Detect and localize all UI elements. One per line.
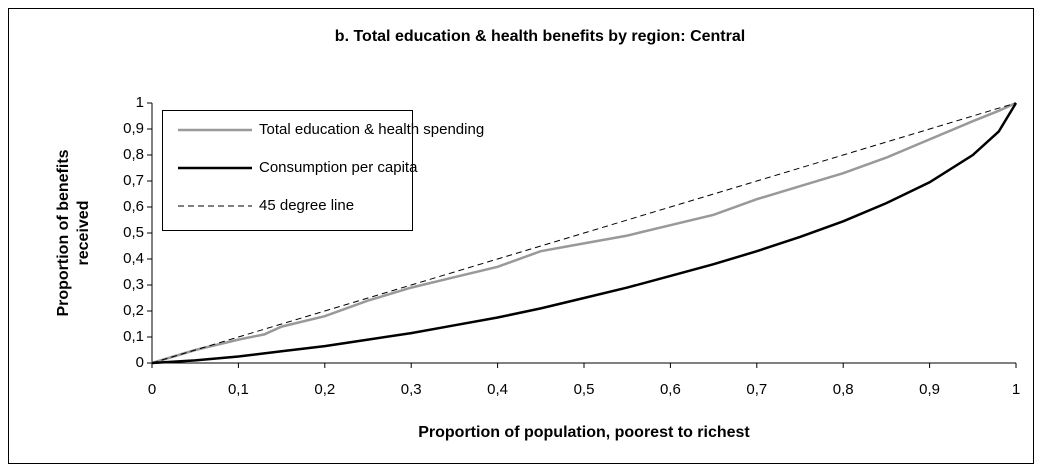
x-tick-label: 0 bbox=[148, 381, 156, 398]
y-axis-label: received bbox=[75, 201, 92, 266]
x-tick-label: 0,8 bbox=[833, 381, 854, 398]
y-axis-label: Proportion of benefits bbox=[55, 149, 72, 316]
x-axis-label: Proportion of population, poorest to ric… bbox=[418, 424, 750, 441]
series-line bbox=[151, 101, 1017, 365]
y-tick-label: 0,9 bbox=[123, 120, 144, 137]
x-tick-label: 0,3 bbox=[401, 381, 422, 398]
legend-label: Consumption per capita bbox=[259, 159, 418, 176]
y-tick-label: 0,8 bbox=[123, 146, 144, 163]
x-tick-label: 0,6 bbox=[660, 381, 681, 398]
x-tick-label: 0,5 bbox=[574, 381, 595, 398]
chart-title: b. Total education & health benefits by … bbox=[335, 28, 745, 45]
x-tick-label: 1 bbox=[1012, 381, 1020, 398]
y-tick-label: 0 bbox=[136, 354, 144, 371]
y-tick-label: 0,5 bbox=[123, 224, 144, 241]
y-tick-label: 0,7 bbox=[123, 172, 144, 189]
y-tick-label: 0,3 bbox=[123, 276, 144, 293]
series-line bbox=[151, 102, 1017, 364]
x-tick-label: 0,1 bbox=[228, 381, 249, 398]
y-tick-label: 0,6 bbox=[123, 198, 144, 215]
y-tick-label: 0,2 bbox=[123, 302, 144, 319]
y-tick-label: 0,4 bbox=[123, 250, 144, 267]
legend-label: 45 degree line bbox=[259, 197, 354, 214]
x-tick-label: 0,4 bbox=[487, 381, 508, 398]
legend-label: Total education & health spending bbox=[259, 121, 484, 138]
x-tick-label: 0,2 bbox=[314, 381, 335, 398]
series-line bbox=[151, 102, 1018, 365]
y-tick-label: 0,1 bbox=[123, 328, 144, 345]
chart-frame bbox=[8, 8, 1034, 464]
x-tick-label: 0,7 bbox=[746, 381, 767, 398]
x-tick-label: 0,9 bbox=[919, 381, 940, 398]
y-tick-label: 1 bbox=[136, 94, 144, 111]
